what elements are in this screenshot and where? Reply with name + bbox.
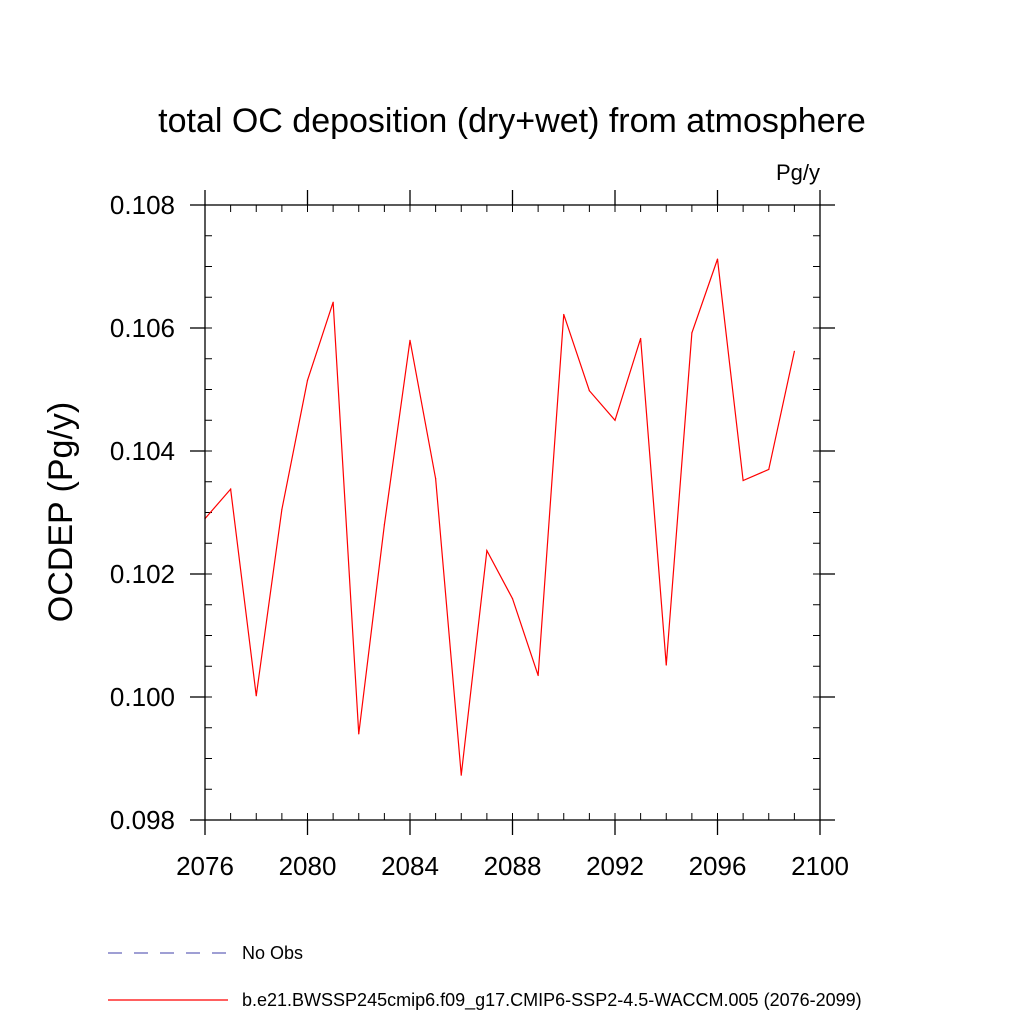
data-point bbox=[486, 550, 488, 552]
y-axis-label: OCDEP (Pg/y) bbox=[42, 402, 80, 622]
x-tick-label: 2088 bbox=[484, 851, 542, 881]
data-point bbox=[742, 479, 744, 482]
y-tick-label: 0.104 bbox=[110, 436, 175, 466]
x-tick-label: 2076 bbox=[176, 851, 234, 881]
series-line bbox=[204, 258, 795, 776]
data-point bbox=[281, 508, 283, 511]
data-point bbox=[383, 524, 385, 526]
data-point bbox=[691, 332, 693, 334]
data-point bbox=[511, 598, 514, 600]
data-point bbox=[255, 695, 257, 697]
axis-ticks: 2076 2080 2084 2088 2092 2096 2100 0.098 0.100 0.… bbox=[110, 190, 849, 881]
data-point bbox=[460, 774, 462, 776]
x-tick-label: 2096 bbox=[689, 851, 747, 881]
data-point bbox=[716, 258, 719, 260]
x-tick-label: 2080 bbox=[279, 851, 337, 881]
plot-frame bbox=[204, 204, 821, 821]
data-point bbox=[614, 419, 616, 421]
data-point bbox=[537, 674, 539, 677]
data-point bbox=[358, 733, 360, 735]
data-series bbox=[204, 258, 795, 776]
y-tick-label: 0.100 bbox=[110, 682, 175, 712]
legend-label: b.e21.BWSSP245cmip6.f09_g17.CMIP6-SSP2-4… bbox=[242, 990, 862, 1011]
data-point bbox=[409, 339, 411, 341]
x-tick-label: 2092 bbox=[586, 851, 644, 881]
data-point bbox=[230, 488, 232, 490]
data-point bbox=[563, 313, 565, 316]
y-tick-label: 0.098 bbox=[110, 805, 175, 835]
units-label: Pg/y bbox=[776, 160, 820, 185]
data-point bbox=[640, 337, 642, 340]
data-point bbox=[306, 379, 309, 381]
y-tick-label: 0.108 bbox=[110, 190, 175, 220]
y-tick-label: 0.102 bbox=[110, 559, 175, 589]
data-point bbox=[588, 390, 590, 392]
data-point bbox=[793, 350, 795, 352]
data-point bbox=[332, 301, 334, 303]
x-tick-label: 2084 bbox=[381, 851, 439, 881]
y-tick-label: 0.106 bbox=[110, 313, 175, 343]
x-tick-label: 2100 bbox=[791, 851, 849, 881]
data-point bbox=[768, 468, 770, 471]
chart-title: total OC deposition (dry+wet) from atmos… bbox=[158, 102, 866, 140]
data-point bbox=[435, 478, 437, 480]
data-point bbox=[665, 664, 667, 666]
legend-label: No Obs bbox=[242, 943, 303, 963]
legend: No Obs b.e21.BWSSP245cmip6.f09_g17.CMIP6-… bbox=[108, 943, 862, 1011]
